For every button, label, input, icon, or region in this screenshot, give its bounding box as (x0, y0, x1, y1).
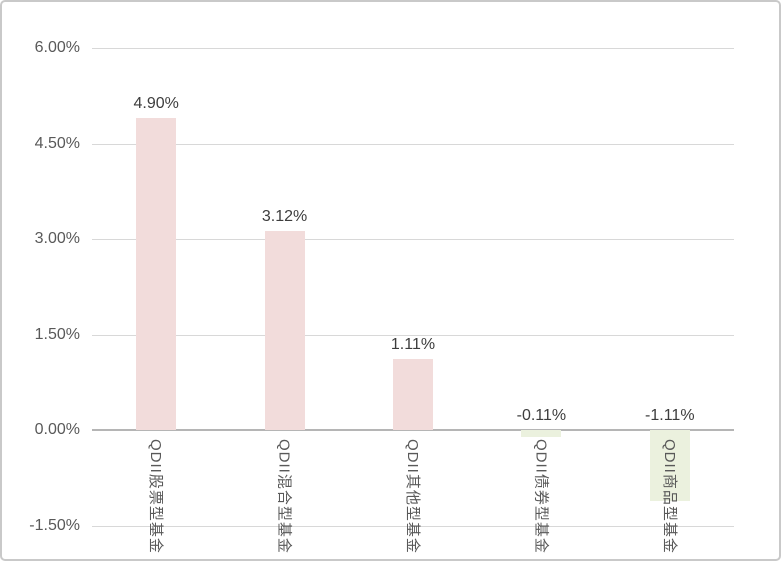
category-label: QDII其他型基金 (404, 439, 421, 554)
y-tick-label: 0.00% (34, 421, 80, 438)
value-label: 4.90% (133, 95, 179, 113)
gridline (92, 334, 734, 336)
bar (393, 359, 433, 430)
category-label: QDII股票型基金 (147, 439, 165, 554)
bar (136, 118, 177, 430)
category-label: QDII债券型基金 (532, 439, 550, 554)
gridline (92, 239, 734, 240)
y-tick-label: 4.50% (34, 134, 80, 152)
category-label: QDII商品型基金 (660, 439, 678, 554)
zero-axis-line (92, 429, 734, 431)
y-tick-label: 6.00% (34, 39, 80, 56)
gridline (92, 143, 734, 145)
value-label: 3.12% (261, 208, 308, 226)
y-tick-label: 1.50% (34, 325, 80, 343)
bar (521, 430, 562, 437)
y-tick-label: -1.50% (29, 516, 80, 534)
value-label: -0.11% (516, 407, 567, 424)
bar (264, 231, 305, 430)
bar (649, 430, 690, 501)
value-label: 1.11% (390, 336, 436, 354)
y-tick-label: 3.00% (34, 230, 80, 247)
gridline (92, 48, 734, 49)
value-label: -1.11% (645, 407, 695, 424)
gridline (92, 525, 734, 527)
category-label: QDII混合型基金 (275, 439, 293, 554)
